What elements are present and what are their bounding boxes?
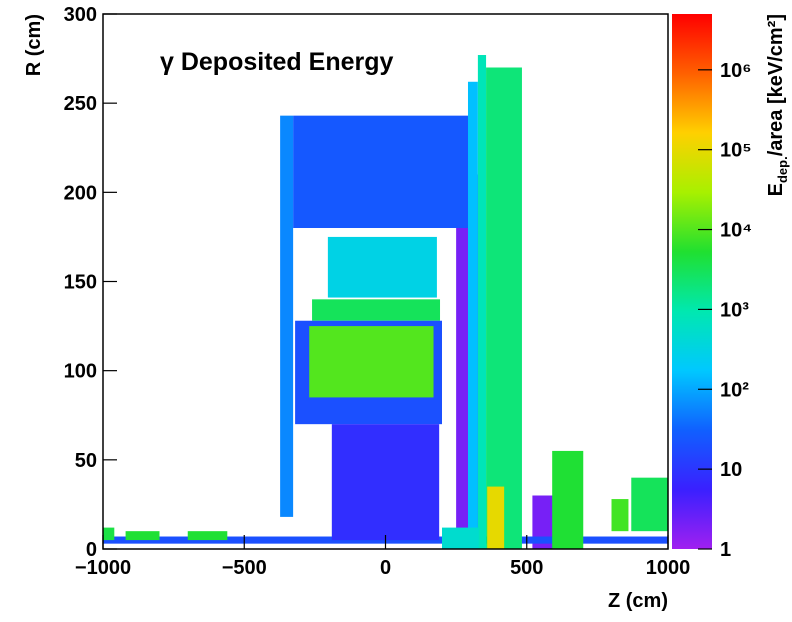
heat-cell [552,450,584,549]
y-tick-label: 150 [64,272,97,294]
heat-cell [631,477,668,532]
chart-title: γ Deposited Energy [160,48,393,76]
heat-cell [187,531,228,541]
heat-cell [125,531,160,541]
heat-cell [477,55,487,550]
y-tick-label: 250 [64,93,97,115]
x-tick-label: −1000 [75,557,131,579]
colorbar-tick-label: 10⁴ [720,220,752,242]
heat-cell [280,115,294,517]
heat-cell [487,486,505,549]
y-tick-label: 50 [75,450,97,472]
y-tick-label: 100 [64,361,97,383]
y-tick-label: 300 [64,4,97,26]
y-axis-label: R (cm) [23,14,45,76]
colorbar [672,14,712,549]
colorbar-tick-label: 10² [720,379,749,401]
heat-cell [327,236,437,298]
colorbar-tick-label: 10 [720,459,742,481]
heat-cell [611,499,629,532]
heat-cell [312,299,441,321]
plot-area [103,55,668,550]
colorbar-tick-label: 10³ [720,299,749,321]
heat-cell [442,527,479,549]
colorbar-tick-label: 10⁵ [720,140,752,162]
x-axis-label: Z (cm) [608,590,668,612]
x-tick-label: 1000 [646,557,691,579]
y-tick-label: 0 [86,539,97,561]
colorbar-tick-label: 1 [720,539,731,561]
x-tick-label: 0 [380,557,391,579]
heat-cell [309,326,434,398]
colorbar-label: Edep./area [keV/cm²] [765,14,790,196]
heat-cell [103,527,115,541]
colorbar-label-sub: dep. [775,156,790,183]
colorbar-tick-label: 10⁶ [720,60,751,82]
heat-cell [293,115,472,228]
y-tick-label: 200 [64,182,97,204]
x-tick-label: −500 [222,557,267,579]
colorbar-label-rest: /area [keV/cm²] [765,14,787,156]
heat-cell [331,424,440,541]
heat-cell [532,495,555,549]
colorbar-label-main: E [765,183,787,196]
heat-cell [486,67,522,549]
heat-cell [467,81,478,550]
x-tick-label: 500 [510,557,543,579]
